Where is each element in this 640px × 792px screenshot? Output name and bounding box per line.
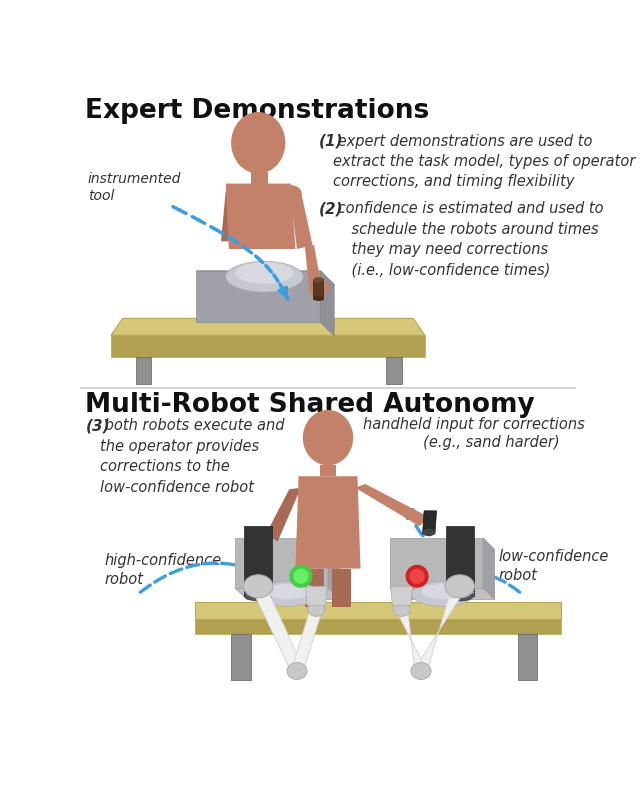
Ellipse shape: [303, 410, 353, 466]
Ellipse shape: [313, 277, 324, 283]
Polygon shape: [446, 526, 474, 596]
Ellipse shape: [287, 663, 307, 680]
Text: confidence is estimated and used to
    schedule the robots around times
    the: confidence is estimated and used to sche…: [333, 201, 604, 277]
Ellipse shape: [257, 581, 319, 607]
Polygon shape: [312, 280, 323, 299]
Polygon shape: [390, 588, 495, 600]
Circle shape: [410, 569, 424, 583]
Ellipse shape: [244, 590, 272, 601]
Polygon shape: [332, 569, 351, 607]
Polygon shape: [235, 588, 340, 600]
Ellipse shape: [226, 261, 303, 292]
Ellipse shape: [266, 584, 309, 600]
Text: Multi-Robot Shared Autonomy: Multi-Robot Shared Autonomy: [84, 392, 534, 418]
Ellipse shape: [393, 603, 410, 616]
Polygon shape: [195, 619, 561, 634]
Polygon shape: [296, 476, 360, 569]
Ellipse shape: [231, 112, 285, 173]
Ellipse shape: [445, 575, 474, 598]
Polygon shape: [396, 609, 428, 671]
Text: low-confidence
robot: low-confidence robot: [499, 550, 609, 583]
Polygon shape: [328, 538, 340, 600]
Text: (1): (1): [319, 134, 343, 149]
Polygon shape: [289, 188, 312, 249]
Text: both robots execute and
the operator provides
corrections to the
low-confidence : both robots execute and the operator pro…: [100, 418, 285, 495]
Polygon shape: [111, 318, 425, 335]
Polygon shape: [305, 246, 320, 284]
Polygon shape: [196, 271, 320, 322]
Polygon shape: [231, 634, 250, 680]
Ellipse shape: [244, 575, 273, 598]
Ellipse shape: [313, 295, 324, 301]
Ellipse shape: [280, 185, 301, 202]
Text: (3): (3): [86, 418, 111, 433]
Ellipse shape: [422, 528, 435, 536]
Polygon shape: [390, 538, 483, 588]
Ellipse shape: [412, 581, 474, 607]
Ellipse shape: [308, 603, 325, 616]
Polygon shape: [305, 586, 327, 606]
Polygon shape: [235, 538, 328, 588]
Polygon shape: [250, 586, 305, 671]
Ellipse shape: [236, 262, 294, 284]
Polygon shape: [266, 488, 301, 542]
Text: Expert Demonstrations: Expert Demonstrations: [84, 98, 429, 124]
Text: high-confidence
robot: high-confidence robot: [105, 553, 222, 587]
Circle shape: [309, 278, 328, 297]
Ellipse shape: [411, 663, 431, 680]
Ellipse shape: [421, 584, 464, 600]
Text: handheld input for corrections
             (e.g., sand harder): handheld input for corrections (e.g., sa…: [363, 417, 584, 451]
Polygon shape: [221, 192, 237, 242]
Polygon shape: [386, 357, 402, 384]
Polygon shape: [422, 511, 436, 534]
Polygon shape: [518, 634, 537, 680]
Circle shape: [294, 569, 308, 583]
Ellipse shape: [446, 590, 474, 601]
Text: instrumented
tool: instrumented tool: [88, 172, 181, 204]
Polygon shape: [250, 172, 268, 184]
Polygon shape: [136, 357, 151, 384]
Polygon shape: [305, 569, 324, 607]
Polygon shape: [226, 184, 296, 249]
Polygon shape: [291, 609, 323, 671]
Polygon shape: [483, 538, 495, 600]
Text: (2): (2): [319, 201, 343, 216]
Text: expert demonstrations are used to
extract the task model, types of operator
corr: expert demonstrations are used to extrac…: [333, 134, 635, 189]
Polygon shape: [413, 586, 467, 671]
Circle shape: [406, 565, 428, 587]
Polygon shape: [391, 586, 412, 606]
Polygon shape: [320, 465, 336, 476]
Polygon shape: [355, 484, 429, 526]
Polygon shape: [244, 526, 272, 596]
Polygon shape: [195, 602, 561, 619]
Polygon shape: [320, 271, 334, 336]
Circle shape: [290, 565, 312, 587]
Polygon shape: [196, 271, 334, 284]
Polygon shape: [111, 335, 425, 357]
